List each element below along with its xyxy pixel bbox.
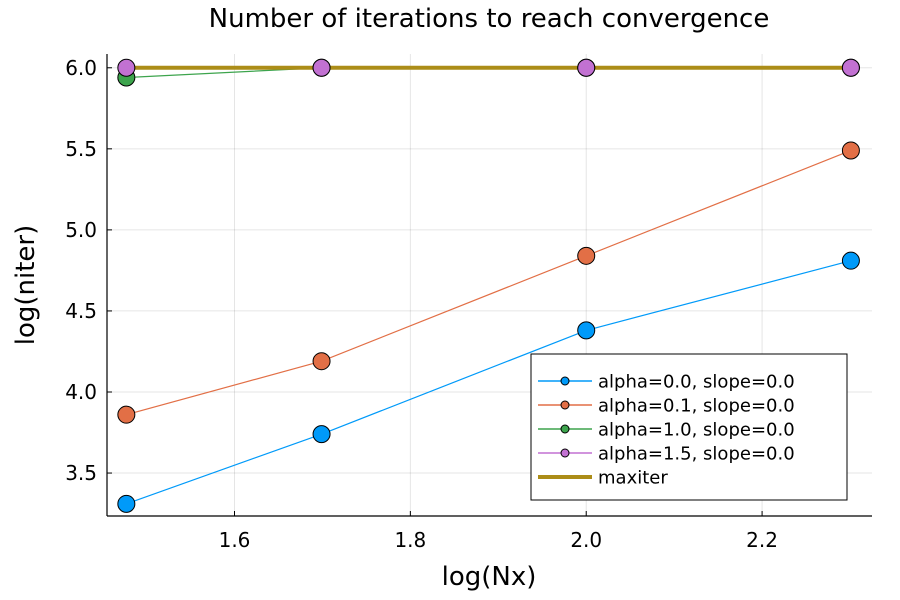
y-tick-label: 4.5 bbox=[65, 299, 97, 323]
data-point bbox=[117, 405, 136, 424]
x-tick-label: 2.2 bbox=[746, 528, 778, 552]
y-tick-label: 3.5 bbox=[65, 461, 97, 485]
ticks: 1.6 1.8 2.0 2.2 3.5 4.0 4.5 5.0 5.5 6.0 bbox=[65, 56, 778, 552]
x-tick-label: 2.0 bbox=[570, 528, 602, 552]
y-axis-title: log(niter) bbox=[11, 225, 41, 346]
data-point bbox=[312, 425, 331, 444]
legend-label: alpha=0.0, slope=0.0 bbox=[598, 372, 795, 393]
chart-title: Number of iterations to reach convergenc… bbox=[209, 4, 770, 34]
y-tick-label: 6.0 bbox=[65, 56, 97, 80]
data-point bbox=[841, 251, 860, 270]
series-line-0 bbox=[126, 260, 852, 505]
y-tick-label: 5.0 bbox=[65, 218, 97, 242]
legend-label: alpha=0.1, slope=0.0 bbox=[598, 396, 795, 417]
data-point bbox=[577, 58, 596, 77]
legend-swatch-marker bbox=[560, 400, 570, 410]
legend-label: alpha=1.5, slope=0.0 bbox=[598, 444, 795, 465]
x-tick-label: 1.8 bbox=[394, 528, 426, 552]
series-line-1 bbox=[126, 149, 852, 416]
y-tick-label: 5.5 bbox=[65, 137, 97, 161]
legend-label: maxiter bbox=[598, 468, 668, 489]
legend-swatch-marker bbox=[560, 376, 570, 386]
x-tick-label: 1.6 bbox=[219, 528, 251, 552]
data-point bbox=[841, 58, 860, 77]
legend-swatch-marker bbox=[560, 448, 570, 458]
legend: alpha=0.0, slope=0.0 alpha=0.1, slope=0.0… bbox=[530, 353, 848, 501]
data-point bbox=[312, 58, 331, 77]
legend-swatch-marker bbox=[560, 424, 570, 434]
x-axis-title: log(Nx) bbox=[442, 562, 537, 592]
series bbox=[117, 58, 860, 513]
legend-label: alpha=1.0, slope=0.0 bbox=[598, 420, 795, 441]
data-point bbox=[117, 494, 136, 513]
data-point bbox=[577, 246, 596, 265]
data-point bbox=[117, 58, 136, 77]
data-point bbox=[841, 141, 860, 160]
data-point bbox=[312, 352, 331, 371]
data-point bbox=[577, 321, 596, 340]
y-tick-label: 4.0 bbox=[65, 380, 97, 404]
